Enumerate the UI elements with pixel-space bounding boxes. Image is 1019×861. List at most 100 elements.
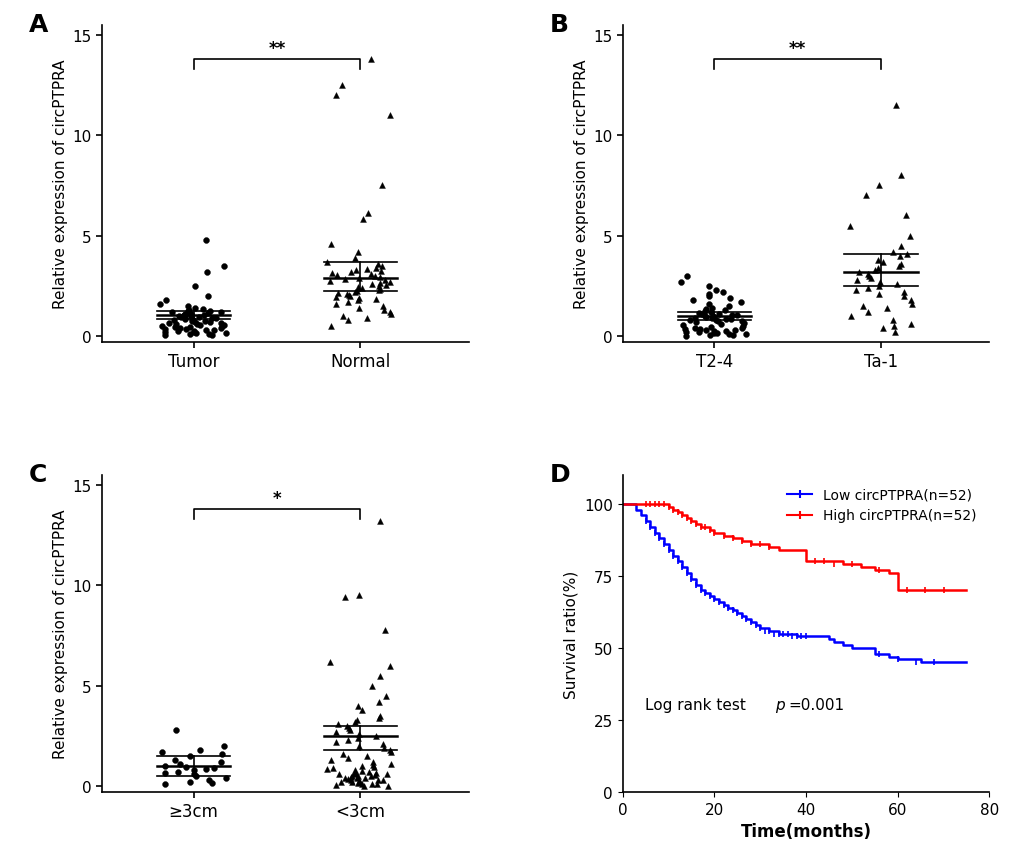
Point: [341, 723, 358, 737]
Point: [329, 717, 345, 731]
Point: [180, 304, 197, 318]
Point: [200, 307, 216, 321]
Point: [379, 767, 395, 781]
Point: [350, 769, 366, 783]
Point: [202, 305, 218, 319]
Point: [334, 79, 351, 93]
Point: [705, 325, 721, 339]
Point: [375, 741, 391, 755]
Low circPTPRA(n=52): [771, 629, 784, 639]
Point: [733, 295, 749, 309]
Point: [152, 298, 168, 312]
Point: [735, 319, 751, 333]
Point: [348, 713, 365, 727]
Point: [213, 755, 229, 769]
Point: [355, 779, 371, 793]
Point: [343, 773, 360, 787]
Point: [189, 318, 205, 331]
Point: [217, 327, 233, 341]
Line: High circPTPRA(n=52): High circPTPRA(n=52): [622, 505, 966, 591]
Point: [327, 778, 343, 792]
Point: [902, 294, 918, 307]
Point: [375, 737, 391, 751]
Point: [674, 319, 690, 332]
Point: [354, 703, 370, 717]
Point: [321, 275, 337, 288]
Y-axis label: Relative expression of circPTPRA: Relative expression of circPTPRA: [53, 59, 68, 309]
Point: [382, 757, 398, 771]
Point: [167, 723, 183, 737]
Point: [857, 189, 873, 203]
Point: [889, 277, 905, 291]
Point: [198, 762, 214, 776]
Point: [677, 323, 693, 337]
Point: [705, 311, 721, 325]
Point: [359, 263, 375, 276]
Point: [374, 773, 390, 787]
Point: [319, 256, 335, 269]
Point: [379, 779, 395, 793]
Point: [843, 310, 859, 324]
Point: [213, 317, 229, 331]
Point: [346, 765, 363, 779]
Low circPTPRA(n=52): [680, 568, 692, 579]
High circPTPRA(n=52): [914, 585, 926, 596]
Text: p: p: [774, 697, 784, 712]
Point: [359, 208, 375, 221]
Point: [339, 313, 356, 327]
Point: [848, 283, 864, 297]
Point: [185, 325, 202, 338]
Point: [161, 317, 177, 331]
Point: [192, 319, 208, 333]
Point: [859, 282, 875, 295]
Point: [351, 774, 367, 788]
High circPTPRA(n=52): [685, 517, 697, 527]
High circPTPRA(n=52): [707, 528, 719, 538]
High circPTPRA(n=52): [648, 499, 660, 510]
Point: [204, 329, 220, 343]
Point: [217, 771, 233, 785]
Point: [701, 288, 717, 301]
Point: [181, 775, 198, 789]
Point: [366, 269, 382, 283]
Low circPTPRA(n=52): [845, 643, 857, 653]
Point: [337, 771, 354, 785]
Low circPTPRA(n=52): [914, 658, 926, 668]
Point: [716, 313, 733, 326]
Point: [177, 313, 194, 327]
Point: [369, 257, 385, 271]
Point: [688, 315, 704, 329]
Point: [171, 322, 187, 336]
Point: [216, 259, 232, 273]
Point: [722, 313, 739, 327]
High circPTPRA(n=52): [694, 522, 706, 532]
Low circPTPRA(n=52): [630, 505, 642, 515]
Point: [678, 330, 694, 344]
Point: [351, 589, 367, 603]
High circPTPRA(n=52): [836, 560, 848, 570]
Low circPTPRA(n=52): [881, 652, 894, 662]
Point: [381, 276, 397, 289]
Point: [700, 298, 716, 312]
High circPTPRA(n=52): [634, 499, 646, 510]
Low circPTPRA(n=52): [685, 574, 697, 585]
High circPTPRA(n=52): [689, 519, 701, 530]
Point: [350, 301, 366, 315]
Low circPTPRA(n=52): [781, 629, 793, 639]
Low circPTPRA(n=52): [689, 579, 701, 590]
Point: [717, 325, 734, 338]
Point: [381, 306, 397, 319]
Point: [873, 321, 890, 335]
High circPTPRA(n=52): [881, 568, 894, 579]
Point: [886, 319, 902, 333]
Point: [372, 270, 388, 284]
Point: [365, 759, 381, 772]
Point: [347, 263, 364, 277]
Y-axis label: Relative expression of circPTPRA: Relative expression of circPTPRA: [53, 509, 68, 759]
Text: D: D: [549, 463, 570, 486]
Point: [850, 265, 866, 279]
Point: [720, 300, 737, 313]
Point: [355, 214, 371, 227]
Point: [736, 317, 752, 331]
Point: [200, 289, 216, 303]
